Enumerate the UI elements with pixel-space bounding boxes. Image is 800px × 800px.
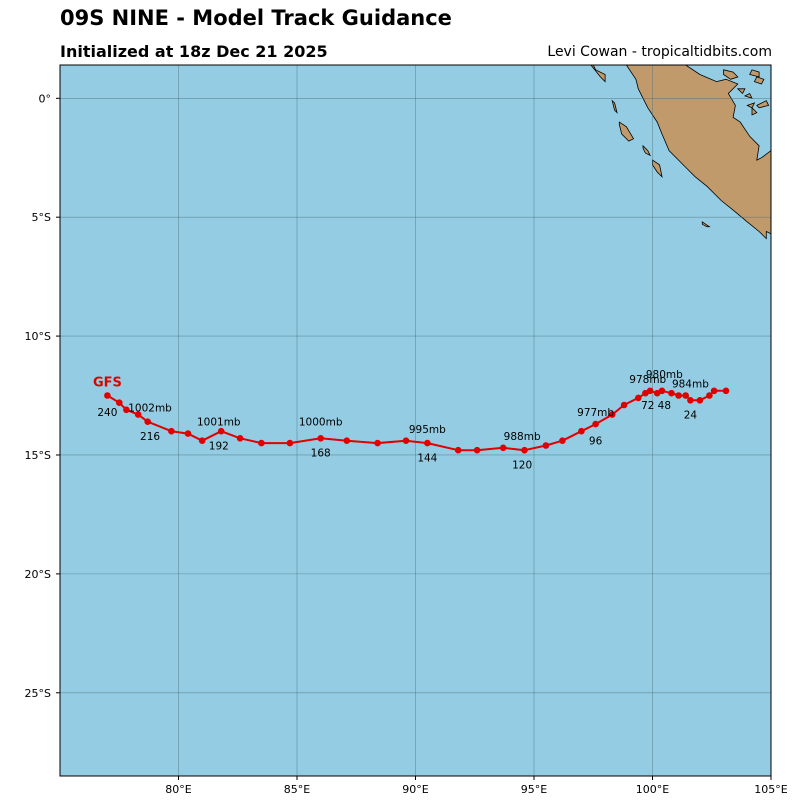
landmass-8: [749, 69, 760, 78]
pressure-label: 995mb: [409, 424, 446, 436]
landmass-4: [642, 144, 651, 157]
pressure-label: 1002mb: [128, 402, 172, 414]
model-label: GFS: [93, 375, 122, 390]
gridlines: [60, 65, 771, 776]
track-point: [687, 397, 694, 404]
track-point: [542, 442, 550, 449]
forecast-hour-label: 192: [209, 440, 229, 452]
landmass-7: [723, 69, 739, 80]
pressure-label: 1000mb: [299, 417, 343, 429]
track-point: [343, 437, 351, 445]
track-point: [317, 435, 325, 442]
track-line: [106, 389, 726, 452]
track-point: [123, 406, 130, 414]
axis-ticks: 80°E 85°E 90°E 95°E 100°E 105°E 0° 5°S 10°S 15°S 2…: [25, 92, 788, 796]
landmass-3: [618, 121, 635, 142]
gfs-track: [104, 387, 730, 454]
map-subtitle: Initialized at 18z Dec 21 2025: [60, 42, 328, 61]
track-point: [696, 397, 704, 404]
track-point: [620, 401, 628, 409]
lon-tick-label: 105°E: [754, 783, 787, 796]
landmass-12: [751, 106, 758, 116]
track-point: [499, 444, 507, 452]
landmass-11: [756, 100, 770, 109]
lat-tick-label: 15°S: [25, 449, 51, 462]
track-point: [402, 437, 410, 445]
forecast-hour-label: 120: [512, 459, 532, 471]
track-point: [144, 418, 151, 426]
track-point: [473, 446, 481, 454]
track-point: [521, 446, 528, 454]
track-point: [635, 394, 642, 402]
track-point: [642, 389, 649, 397]
lon-tick-label: 85°E: [284, 783, 310, 796]
track-point: [675, 392, 682, 399]
lat-tick-label: 5°S: [32, 211, 51, 224]
track-point: [454, 446, 462, 454]
lon-tick-label: 80°E: [165, 783, 191, 796]
track-point: [710, 387, 718, 395]
track-point: [116, 399, 123, 407]
landmass-6: [701, 221, 711, 228]
land-layer: [590, 65, 771, 240]
track-point: [184, 430, 192, 437]
landmass-10: [746, 102, 756, 109]
forecast-hour-label: 48: [658, 400, 671, 412]
track-point: [722, 387, 730, 395]
track-point: [578, 427, 585, 435]
track-point: [608, 411, 616, 418]
forecast-hour-label: 144: [417, 452, 437, 464]
lat-tick-label: 0°: [39, 92, 52, 105]
forecast-hour-label: 216: [140, 431, 160, 443]
track-point: [374, 439, 381, 447]
track-point: [653, 389, 661, 397]
landmass-1: [590, 65, 606, 83]
forecast-hour-label: 96: [589, 436, 603, 448]
forecast-hour-label: 24: [684, 410, 698, 422]
pressure-label: 978mb: [629, 374, 666, 386]
lon-tick-label: 95°E: [521, 783, 547, 796]
landmass-13: [753, 76, 765, 85]
lon-tick-label: 90°E: [402, 783, 428, 796]
forecast-hour-label: 240: [97, 407, 117, 419]
track-point: [682, 392, 689, 399]
landmass-2: [611, 99, 618, 114]
credit-text: Levi Cowan - tropicaltidbits.com: [547, 44, 772, 60]
landmass-9: [743, 92, 753, 99]
pressure-label: 977mb: [577, 407, 614, 419]
track-point: [217, 427, 225, 435]
track-point: [236, 435, 244, 442]
map-title: 09S NINE - Model Track Guidance: [60, 6, 452, 30]
pressure-label: 988mb: [504, 431, 541, 443]
track-point: [424, 439, 431, 447]
forecast-hour-label: 168: [311, 448, 331, 460]
track-point: [668, 389, 675, 397]
pressure-label: 980mb: [646, 369, 683, 381]
track-point: [168, 427, 175, 435]
lon-tick-label: 100°E: [636, 783, 669, 796]
track-labels: GFS24487296120144168192216240984mb980mb9…: [93, 369, 709, 471]
forecast-hour-label: 72: [641, 400, 654, 412]
track-point: [286, 439, 294, 447]
landmass-0: [625, 65, 771, 240]
lat-tick-label: 25°S: [25, 687, 51, 700]
track-point: [134, 411, 142, 418]
lat-tick-label: 10°S: [25, 330, 51, 343]
lat-tick-label: 20°S: [25, 568, 51, 581]
pressure-label: 984mb: [672, 379, 709, 391]
landmass-14: [736, 88, 746, 95]
track-point: [559, 437, 566, 445]
pressure-label: 1001mb: [197, 417, 241, 429]
track-point: [592, 420, 599, 428]
track-point: [706, 392, 713, 399]
track-point: [258, 439, 265, 447]
track-point: [198, 437, 206, 445]
track-point: [104, 392, 111, 399]
